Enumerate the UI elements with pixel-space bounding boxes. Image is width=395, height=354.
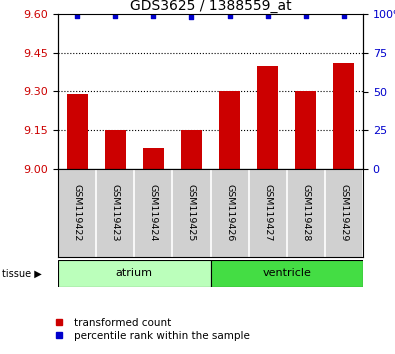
- Bar: [181, 130, 202, 169]
- Point: [303, 13, 309, 18]
- Bar: [211, 260, 363, 287]
- Bar: [58, 260, 211, 287]
- Text: GSM119427: GSM119427: [263, 184, 272, 242]
- Point: [265, 13, 271, 18]
- Point: [226, 13, 233, 18]
- Bar: [295, 91, 316, 169]
- Title: GDS3625 / 1388559_at: GDS3625 / 1388559_at: [130, 0, 292, 13]
- Text: GSM119423: GSM119423: [111, 184, 120, 242]
- Point: [150, 13, 156, 18]
- Bar: [143, 148, 164, 169]
- Bar: [333, 63, 354, 169]
- Text: tissue ▶: tissue ▶: [2, 268, 42, 279]
- Text: GSM119428: GSM119428: [301, 184, 310, 242]
- Text: atrium: atrium: [116, 268, 153, 279]
- Point: [188, 14, 195, 20]
- Text: GSM119422: GSM119422: [73, 184, 81, 242]
- Point: [341, 13, 347, 18]
- Text: GSM119425: GSM119425: [187, 184, 196, 242]
- Text: GSM119429: GSM119429: [339, 184, 348, 242]
- Bar: [257, 65, 278, 169]
- Bar: [219, 91, 240, 169]
- Bar: [105, 130, 126, 169]
- Text: GSM119426: GSM119426: [225, 184, 234, 242]
- Text: GSM119424: GSM119424: [149, 184, 158, 242]
- Point: [112, 13, 118, 18]
- Point: [74, 13, 80, 18]
- Legend: transformed count, percentile rank within the sample: transformed count, percentile rank withi…: [45, 314, 254, 345]
- Text: ventricle: ventricle: [262, 268, 311, 279]
- Bar: [67, 94, 88, 169]
